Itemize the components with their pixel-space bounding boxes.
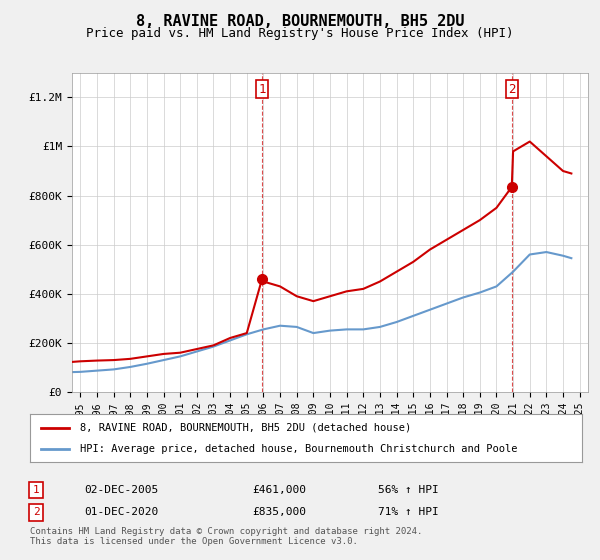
Text: 2: 2 <box>32 507 40 517</box>
Text: Price paid vs. HM Land Registry's House Price Index (HPI): Price paid vs. HM Land Registry's House … <box>86 27 514 40</box>
Text: 1: 1 <box>259 83 266 96</box>
Text: £835,000: £835,000 <box>252 507 306 517</box>
Text: 8, RAVINE ROAD, BOURNEMOUTH, BH5 2DU: 8, RAVINE ROAD, BOURNEMOUTH, BH5 2DU <box>136 14 464 29</box>
Text: 02-DEC-2005: 02-DEC-2005 <box>84 485 158 495</box>
Text: 56% ↑ HPI: 56% ↑ HPI <box>378 485 439 495</box>
Text: 2: 2 <box>508 83 515 96</box>
Text: 1: 1 <box>32 485 40 495</box>
Text: HPI: Average price, detached house, Bournemouth Christchurch and Poole: HPI: Average price, detached house, Bour… <box>80 444 517 454</box>
Text: Contains HM Land Registry data © Crown copyright and database right 2024.
This d: Contains HM Land Registry data © Crown c… <box>30 526 422 546</box>
Text: 01-DEC-2020: 01-DEC-2020 <box>84 507 158 517</box>
Text: 71% ↑ HPI: 71% ↑ HPI <box>378 507 439 517</box>
Text: £461,000: £461,000 <box>252 485 306 495</box>
Text: 8, RAVINE ROAD, BOURNEMOUTH, BH5 2DU (detached house): 8, RAVINE ROAD, BOURNEMOUTH, BH5 2DU (de… <box>80 423 411 433</box>
